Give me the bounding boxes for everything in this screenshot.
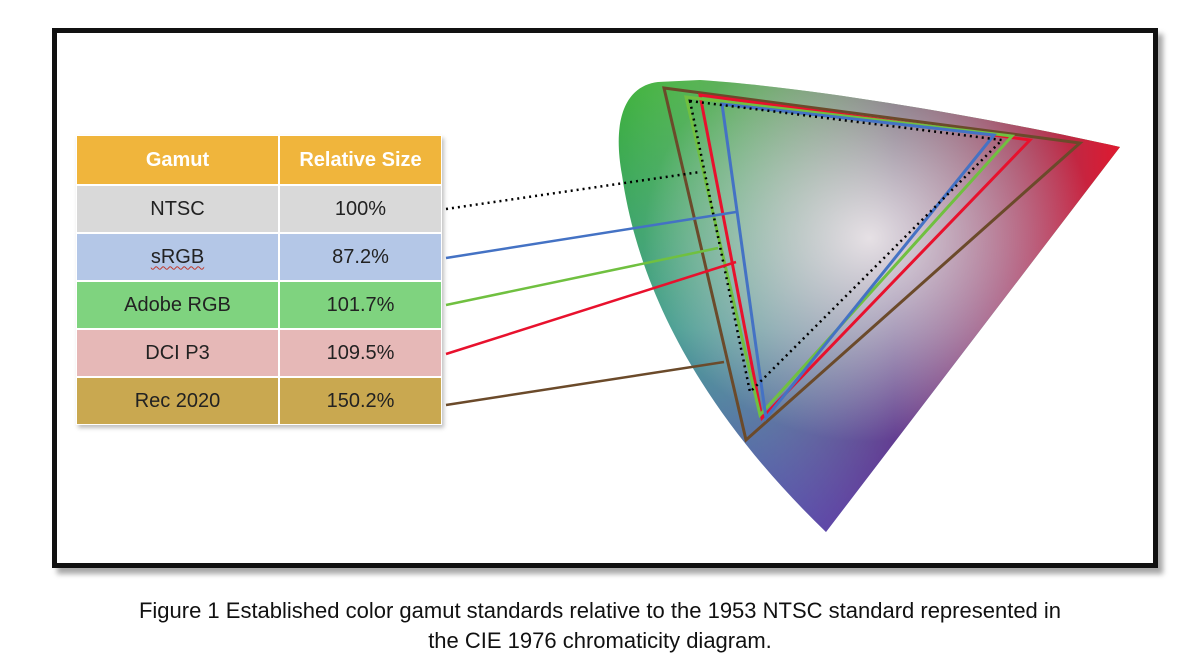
gamut-table: Gamut Relative Size NTSC 100% sRGB 87.2%… xyxy=(76,135,442,425)
leader-line-dci-p3 xyxy=(445,260,737,356)
caption-line-2: the CIE 1976 chromaticity diagram. xyxy=(428,628,772,653)
triangle-rec-2020 xyxy=(662,86,1084,443)
relative-size-dci-p3: 109.5% xyxy=(279,329,442,377)
triangle-srgb xyxy=(720,102,997,422)
gamut-triangles xyxy=(662,86,1084,443)
relative-size-ntsc: 100% xyxy=(279,185,442,233)
relative-size-rec-2020: 150.2% xyxy=(279,377,442,425)
table-row: DCI P3 109.5% xyxy=(76,329,442,377)
leader-line-srgb xyxy=(445,210,737,260)
table-row: sRGB 87.2% xyxy=(76,233,442,281)
leader-line-adobe-rgb xyxy=(445,246,719,307)
figure-caption: Figure 1 Established color gamut standar… xyxy=(40,596,1160,656)
header-relative-size: Relative Size xyxy=(279,135,442,185)
table-row: Adobe RGB 101.7% xyxy=(76,281,442,329)
header-gamut: Gamut xyxy=(76,135,279,185)
gamut-name-ntsc: NTSC xyxy=(76,185,279,233)
leader-lines xyxy=(445,170,737,407)
triangle-ntsc xyxy=(688,99,1005,395)
gamut-name-dci-p3: DCI P3 xyxy=(76,329,279,377)
leader-line-ntsc xyxy=(445,170,701,211)
gamut-name-rec-2020: Rec 2020 xyxy=(76,377,279,425)
table-header-row: Gamut Relative Size xyxy=(76,135,442,185)
triangle-adobe-rgb xyxy=(684,95,1016,419)
table-row: NTSC 100% xyxy=(76,185,442,233)
caption-line-1: Figure 1 Established color gamut standar… xyxy=(138,598,1062,623)
relative-size-srgb: 87.2% xyxy=(279,233,442,281)
relative-size-adobe-rgb: 101.7% xyxy=(279,281,442,329)
gamut-name-adobe-rgb: Adobe RGB xyxy=(76,281,279,329)
leader-line-rec-2020 xyxy=(445,360,725,407)
gamut-name-srgb: sRGB xyxy=(76,233,279,281)
table-row: Rec 2020 150.2% xyxy=(76,377,442,425)
gamut-name-srgb-label: sRGB xyxy=(150,245,205,268)
